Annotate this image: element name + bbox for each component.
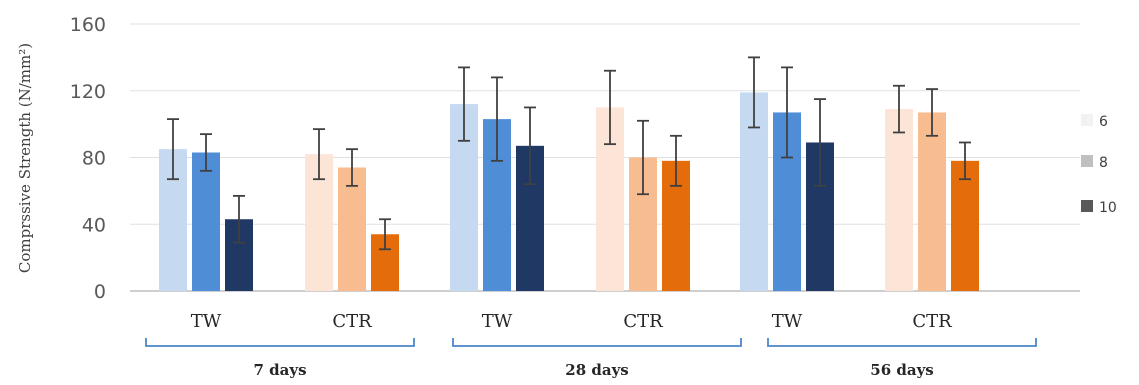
- y-tick-labels: 0 40 80 120 160: [70, 14, 106, 303]
- y-tick-label: 0: [94, 281, 106, 303]
- legend-swatch: [1081, 155, 1093, 167]
- group-label: 56 days: [870, 361, 933, 379]
- category-label: TW: [191, 311, 222, 332]
- y-tick-label: 40: [82, 214, 106, 236]
- category-labels: TW CTR TW CTR TW CTR: [191, 311, 952, 332]
- category-label: CTR: [912, 311, 952, 332]
- group-label: 28 days: [565, 361, 628, 379]
- legend-swatch: [1081, 200, 1093, 212]
- group-bracket: [767, 338, 1037, 347]
- y-tick-label: 120: [70, 81, 106, 103]
- error-bars: [167, 56, 971, 251]
- group-brackets: 7 days 28 days 56 days: [145, 338, 1037, 379]
- y-tick-label: 160: [70, 14, 106, 36]
- group-label: 7 days: [253, 361, 306, 379]
- bar: [192, 152, 220, 291]
- category-label: CTR: [623, 311, 663, 332]
- legend: 6 8 10: [1081, 114, 1117, 216]
- category-label: TW: [772, 311, 803, 332]
- bar: [951, 160, 979, 291]
- category-label: CTR: [332, 311, 372, 332]
- y-axis-label: Comprssive Strength (N/mm²): [16, 43, 34, 273]
- bars: [159, 92, 979, 292]
- bar: [918, 112, 946, 291]
- legend-label: 6: [1099, 114, 1108, 130]
- y-tick-label: 80: [82, 148, 106, 170]
- group-bracket: [452, 338, 742, 347]
- group-bracket: [145, 338, 415, 347]
- category-label: TW: [482, 311, 513, 332]
- legend-swatch: [1081, 114, 1093, 126]
- bar: [885, 109, 913, 291]
- bar: [338, 167, 366, 291]
- legend-label: 10: [1099, 200, 1117, 216]
- legend-label: 8: [1099, 155, 1108, 171]
